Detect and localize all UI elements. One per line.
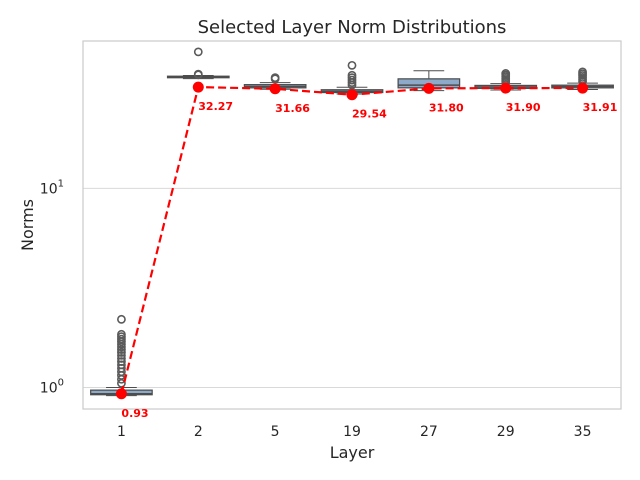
- mean-line: 0.93 32.27 31.66 29.54 31.80 31.90 31.91: [115, 81, 618, 420]
- mean-line-path: [120, 85, 583, 395]
- mean-value-label: 31.80: [429, 101, 464, 114]
- box-plot-19: [320, 60, 384, 95]
- mean-point: [192, 81, 204, 93]
- outlier-point: [501, 69, 511, 78]
- mean-value-label: 31.90: [506, 101, 541, 114]
- y-axis-label: Norms: [18, 199, 37, 251]
- mean-value-label: 0.93: [121, 407, 148, 420]
- outlier-point: [347, 60, 357, 70]
- box-plot-1: [90, 314, 153, 397]
- outlier-point: [117, 354, 126, 363]
- x-tick-label: 1: [117, 424, 126, 440]
- chart-title: Selected Layer Norm Distributions: [198, 17, 507, 38]
- y-tick-base: 10: [40, 381, 58, 397]
- outlier-point: [117, 314, 126, 324]
- x-tick-label: 27: [420, 424, 438, 440]
- x-tick-label: 29: [497, 424, 515, 440]
- mean-value-label: 32.27: [198, 100, 233, 113]
- outlier-point: [193, 69, 203, 79]
- outlier-point: [117, 350, 126, 360]
- x-tick-label: 2: [194, 424, 203, 440]
- outlier-point: [117, 348, 126, 357]
- x-tick-label: 19: [343, 424, 361, 440]
- mean-value-label: 29.54: [352, 108, 387, 121]
- mean-value-label: 31.66: [275, 102, 310, 115]
- outlier-point: [578, 67, 587, 77]
- outlier-point: [117, 329, 126, 339]
- mean-point: [346, 89, 358, 101]
- grid-lines: [83, 187, 621, 389]
- x-tick-labels: 1 2 5 19 27 29 35: [117, 424, 592, 440]
- outlier-point: [270, 73, 280, 83]
- mean-point: [269, 83, 281, 95]
- outlier-point: [117, 357, 126, 366]
- box-plot-2: [166, 47, 230, 80]
- mean-point: [423, 82, 435, 94]
- y-tick-label: 101: [40, 178, 64, 197]
- x-tick-label: 5: [271, 424, 280, 440]
- plot-area-frame: [82, 40, 622, 410]
- x-tick-label: 35: [574, 424, 592, 440]
- y-tick-label: 100: [40, 378, 64, 397]
- y-tick-exponent: 0: [58, 378, 64, 389]
- mean-point: [500, 82, 512, 94]
- y-tick-base: 10: [40, 181, 58, 197]
- outlier-point: [193, 47, 203, 57]
- y-tick-exponent: 1: [58, 178, 64, 189]
- mean-point: [115, 388, 127, 400]
- outlier-point: [347, 70, 357, 80]
- mean-value-label: 31.91: [583, 101, 618, 114]
- x-axis-label: Layer: [330, 443, 375, 462]
- mean-point: [577, 82, 589, 94]
